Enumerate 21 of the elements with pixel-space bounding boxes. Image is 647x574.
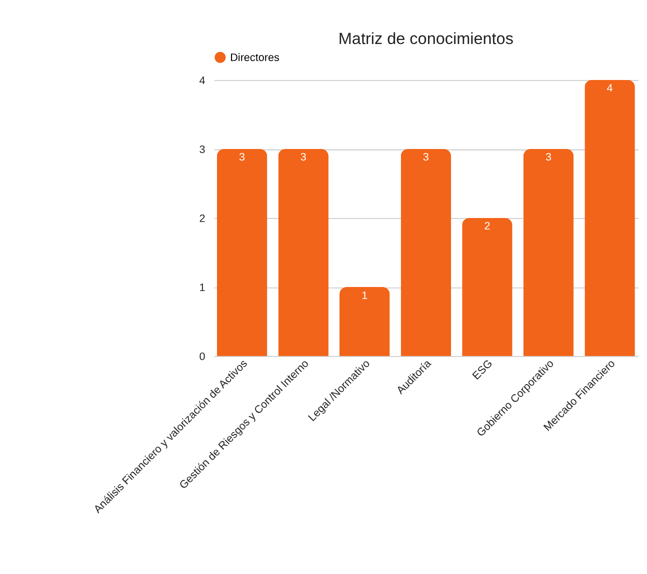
data-label: 2 bbox=[484, 220, 490, 233]
bar bbox=[462, 218, 512, 356]
bar bbox=[216, 148, 268, 356]
bar bbox=[523, 148, 574, 356]
y-tick-label: 4 bbox=[199, 75, 206, 87]
y-tick-label: 0 bbox=[199, 351, 206, 364]
data-label: 3 bbox=[422, 152, 429, 164]
data-label: 1 bbox=[362, 290, 368, 302]
y-tick-label: 3 bbox=[199, 144, 206, 156]
y-tick-label: 2 bbox=[199, 213, 206, 226]
data-label: 3 bbox=[300, 152, 306, 164]
bar bbox=[400, 148, 452, 356]
bar bbox=[278, 148, 328, 356]
data-label: 3 bbox=[545, 152, 552, 164]
legend-label: Directores bbox=[230, 52, 280, 64]
bar bbox=[340, 287, 390, 356]
chart-title: Matriz de conocimientos bbox=[338, 30, 514, 48]
y-tick-label: 1 bbox=[199, 282, 206, 294]
data-label: 3 bbox=[239, 152, 246, 164]
bar bbox=[584, 80, 635, 356]
data-label: 4 bbox=[606, 82, 613, 95]
